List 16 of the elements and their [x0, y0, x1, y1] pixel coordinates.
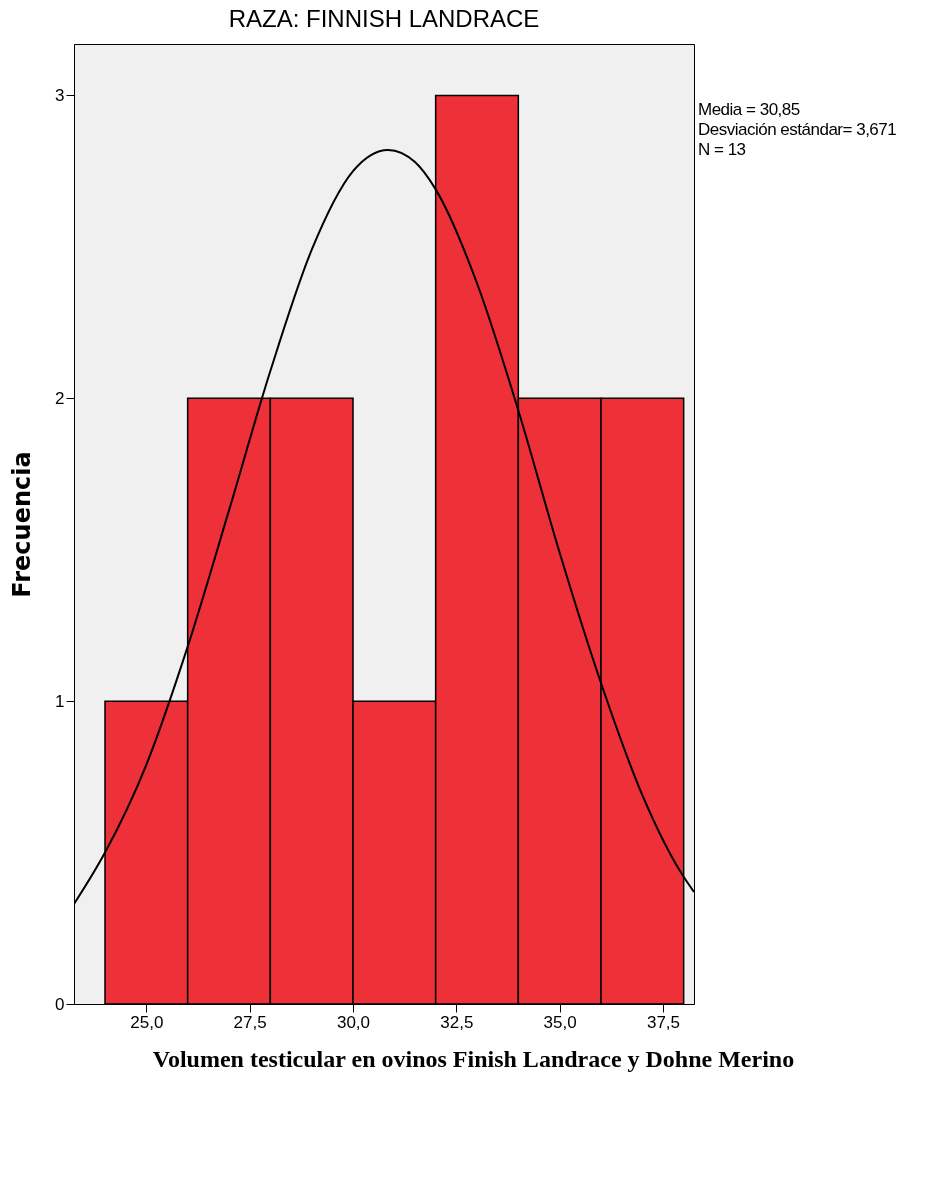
- x-tick-label: 27,5: [233, 1012, 267, 1032]
- x-tick-label: 37,5: [646, 1012, 681, 1032]
- text: Volumen testicular en ovinos Finish Landrace y Dohne Merino: [151, 1046, 796, 1073]
- y-tick-label: 3: [55, 85, 65, 105]
- y-tick-label: 2: [55, 388, 65, 408]
- x-tick-label: 30,0: [336, 1012, 371, 1032]
- text: N = 13: [698, 140, 747, 160]
- x-tick-label: 35,0: [543, 1012, 577, 1032]
- text: Media = 30,85: [698, 100, 801, 120]
- y-tick-label: 0: [55, 994, 65, 1014]
- chart-title: RAZA: FINNISH LANDRACE: [228, 5, 540, 32]
- x-tick-label: 32,5: [440, 1012, 474, 1032]
- y-axis-title: Frecuencia: [8, 451, 37, 598]
- y-tick-label: 1: [55, 691, 65, 711]
- x-tick-label: 25,0: [130, 1012, 164, 1032]
- text: Desviación estándar= 3,671: [698, 120, 897, 140]
